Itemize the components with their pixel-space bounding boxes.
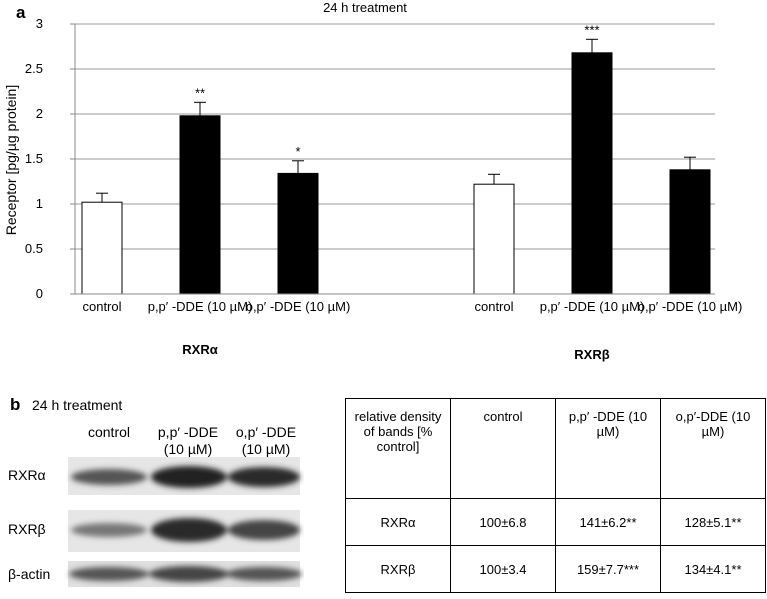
- blot-image: [68, 457, 302, 587]
- y-tick-label: 1.5: [25, 151, 43, 166]
- blot-row: RXRβ: [8, 521, 46, 537]
- y-tick-label: 3: [36, 16, 43, 31]
- y-tick-label: 0: [36, 286, 43, 301]
- x-tick-label: p,p′ -DDE (10 µM): [147, 299, 253, 314]
- table-cell: RXRα: [345, 498, 451, 546]
- table-cell: 159±7.7***: [555, 545, 661, 593]
- bar: [81, 201, 123, 295]
- bar: [473, 183, 515, 295]
- blot-column: control: [87, 424, 131, 440]
- density-table: relative density of bands [% control] co…: [345, 398, 766, 593]
- significance: **: [195, 85, 205, 100]
- table-header: o,p′-DDE (10 µM): [660, 398, 766, 499]
- blot-row: RXRα: [8, 467, 46, 483]
- y-axis-label: Receptor [pg/µg protein]: [3, 85, 19, 236]
- blot-column: p,p′ -DDE (10 µM): [157, 424, 219, 457]
- significance: ***: [584, 22, 599, 37]
- table-header: control: [450, 398, 556, 499]
- table-cell: 134±4.1**: [660, 545, 766, 593]
- group-label: RXRα: [182, 342, 218, 357]
- blot-row: β-actin: [8, 566, 51, 582]
- x-tick-label: p,p′ -DDE (10 µM): [539, 299, 645, 314]
- x-tick-label: o,p′ -DDE (10 µM): [637, 299, 743, 314]
- y-tick-label: 2.5: [25, 61, 43, 76]
- table-cell: 100±3.4: [450, 545, 556, 593]
- bar: [277, 172, 319, 295]
- y-tick-label: 2: [36, 106, 43, 121]
- x-tick-label: o,p′ -DDE (10 µM): [245, 299, 351, 314]
- panel-label: a: [16, 3, 26, 22]
- table-cell: RXRβ: [345, 545, 451, 593]
- chart: a 24 h treatment Receptor [pg/µg protein…: [3, 0, 715, 301]
- bar: [669, 169, 711, 295]
- panel-label: b: [10, 395, 21, 414]
- table-header: p,p′ -DDE (10 µM): [555, 398, 661, 499]
- significance: *: [295, 144, 300, 159]
- y-tick-label: 0.5: [25, 241, 43, 256]
- table-cell: 100±6.8: [450, 498, 556, 546]
- x-tick-label: control: [82, 299, 122, 314]
- blot-column: o,p′ -DDE (10 µM): [235, 424, 297, 457]
- x-tick-label: control: [474, 299, 514, 314]
- table-header: relative density of bands [% control]: [345, 398, 451, 499]
- table-cell: 141±6.2**: [555, 498, 661, 546]
- bar: [179, 115, 221, 295]
- panel-title: 24 h treatment: [32, 397, 123, 413]
- y-tick-label: 1: [36, 196, 43, 211]
- bar: [571, 52, 613, 295]
- chart-title: 24 h treatment: [323, 0, 407, 15]
- group-label: RXRβ: [574, 347, 610, 362]
- table-cell: 128±5.1**: [660, 498, 766, 546]
